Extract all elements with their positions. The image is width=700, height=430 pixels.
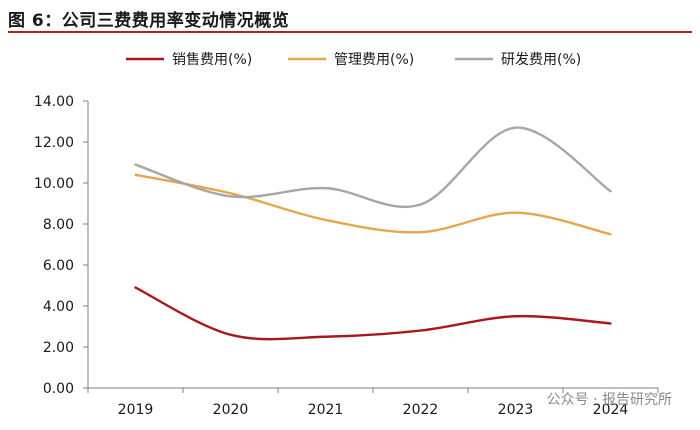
x-tick-label: 2024 [593,402,629,418]
x-tick-label: 2023 [498,402,534,418]
x-tick-label: 2021 [308,402,344,418]
y-tick-label: 4.00 [43,299,74,315]
y-tick-label: 6.00 [43,258,74,274]
figure-title: 图 6：公司三费费用率变动情况概览 [8,11,290,31]
x-axis: 2019 2020 2021 2022 2023 2024 [87,387,659,418]
x-tick-label: 2019 [118,402,154,418]
legend: 销售费用(%) 管理费用(%) 研发费用(%) [126,52,581,68]
series-line-2 [134,173,612,236]
y-tick-label: 14.00 [34,94,74,110]
y-tick-label: 2.00 [43,340,74,356]
x-tick-label: 2022 [403,402,439,418]
y-tick-label: 8.00 [43,217,74,233]
x-tick-label: 2020 [213,402,249,418]
title-rule [8,31,692,33]
y-axis: 0.00 2.00 4.00 6.00 8.00 10.00 12.00 14.00 [34,94,89,397]
y-tick-label: 10.00 [34,176,74,192]
series-line-1 [134,286,612,341]
y-tick-label: 12.00 [34,135,74,151]
y-tick-label: 0.00 [43,381,74,397]
legend-label: 管理费用(%) [334,52,414,68]
legend-label: 销售费用(%) [172,52,252,68]
watermark: 公众号 · 报告研究所 [547,392,672,408]
series-line-3 [134,126,612,209]
series-layer [134,126,612,341]
legend-label: 研发费用(%) [501,52,581,68]
